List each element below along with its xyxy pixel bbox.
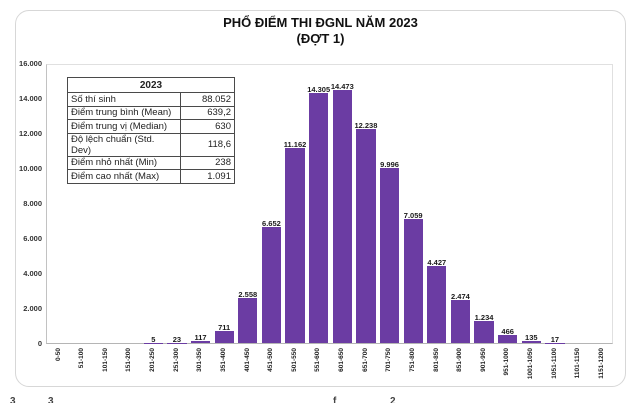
- histogram-bar: [474, 321, 494, 343]
- x-tick-label: 1101-1150: [574, 348, 582, 379]
- clipped-text-fragment: 2: [390, 396, 396, 403]
- chart-title-line2: (ĐỢT 1): [296, 31, 345, 46]
- y-tick-label: 8.000: [23, 199, 42, 208]
- histogram-bar: [214, 330, 234, 343]
- bar-value-label: 2.558: [238, 290, 258, 300]
- x-tick-label: 901-950: [479, 348, 487, 372]
- bar-value-label: 2.474: [451, 291, 470, 301]
- bar-value-label: 14.305: [307, 84, 331, 94]
- x-tick-label: 451-500: [267, 348, 275, 372]
- histogram-bar: [238, 298, 258, 343]
- chart-title-line1: PHỔ ĐIỂM THI ĐGNL NĂM 2023: [223, 15, 418, 30]
- x-tick-label: 401-450: [243, 348, 251, 372]
- bar-value-label: 9.996: [380, 160, 399, 170]
- page-title: PHỔ ĐIỂM THI ĐGNL NĂM 2023 (ĐỢT 1): [16, 15, 625, 47]
- histogram-bar: [332, 89, 352, 343]
- x-tick-label: 201-250: [149, 348, 156, 372]
- bar-value-label: 466: [501, 326, 514, 336]
- clipped-text-fragment: 3: [10, 396, 16, 403]
- x-tick-label: 701-750: [385, 348, 393, 372]
- histogram-bar: [521, 340, 541, 343]
- x-tick-label: 601-650: [338, 348, 345, 372]
- stats-table-row: Điểm trung bình (Mean) 639,2: [67, 105, 235, 120]
- bar-value-label: 14.473: [330, 81, 354, 91]
- x-tick-label: 501-550: [290, 348, 298, 372]
- y-tick-label: 14.000: [19, 94, 42, 103]
- stats-table-row: Độ lệch chuẩn (Std. Dev) 118,6: [67, 132, 235, 157]
- stat-value: 238: [180, 155, 235, 170]
- stat-value: 639,2: [180, 105, 235, 120]
- x-tick-label: 351-400: [219, 348, 227, 372]
- histogram-bar: [450, 299, 471, 343]
- x-tick-label: 1001-1050: [527, 348, 534, 380]
- histogram-bar: [427, 265, 447, 343]
- histogram-bar: [498, 334, 518, 343]
- clipped-text-fragment: f: [333, 396, 337, 403]
- histogram-bar: [261, 226, 282, 343]
- y-tick-label: 6.000: [23, 234, 42, 243]
- histogram-bar: [309, 92, 329, 343]
- stat-value: 630: [180, 119, 235, 134]
- bar-value-label: 135: [525, 332, 538, 342]
- bar-value-label: 711: [218, 322, 231, 332]
- x-tick-label: 51-100: [78, 348, 86, 369]
- stat-label: Điểm nhỏ nhất (Min): [67, 155, 181, 170]
- stat-label: Số thí sinh: [67, 92, 181, 107]
- chart-card: PHỔ ĐIỂM THI ĐGNL NĂM 2023 (ĐỢT 1) 0 2.00…: [15, 10, 626, 387]
- bar-value-label: 17: [550, 334, 560, 344]
- y-tick-label: 16.000: [19, 59, 42, 68]
- bar-value-label: 12.238: [354, 120, 378, 130]
- bar-value-label: 1.234: [474, 313, 494, 323]
- y-tick-label: 10.000: [19, 164, 42, 173]
- histogram-bar: [356, 128, 376, 343]
- x-tick-label: 651-700: [361, 348, 369, 372]
- histogram-bar: [190, 340, 211, 343]
- x-tick-label: 251-300: [172, 348, 180, 372]
- y-tick-label: 0: [37, 339, 42, 348]
- bar-value-label: 7.059: [403, 211, 423, 221]
- clipped-text-fragment: 3: [48, 396, 54, 403]
- bar-value-label: 5: [151, 334, 156, 344]
- stats-table-row: Điểm nhỏ nhất (Min) 238: [67, 155, 235, 170]
- stat-label: Điểm trung bình (Mean): [67, 105, 181, 120]
- x-tick-label: 751-800: [408, 348, 416, 372]
- bar-value-label: 23: [172, 334, 182, 344]
- stat-value: 88.052: [180, 92, 235, 107]
- x-tick-label: 1051-1100: [550, 348, 558, 379]
- x-tick-label: 301-350: [196, 348, 204, 372]
- stat-label: Điểm trung vị (Median): [67, 119, 181, 134]
- histogram-bar: [379, 168, 400, 343]
- x-tick-label: 801-850: [432, 348, 440, 372]
- stats-table-row: Số thí sinh 88.052: [67, 92, 235, 107]
- stat-label: Độ lệch chuẩn (Std. Dev): [67, 132, 181, 157]
- stats-table-header: 2023: [67, 77, 235, 93]
- x-tick-label: 951-1000: [503, 348, 511, 376]
- x-tick-label: 151-200: [125, 348, 133, 372]
- bar-value-label: 4.427: [427, 257, 447, 267]
- bar-value-label: 117: [194, 332, 207, 342]
- y-tick-label: 4.000: [23, 269, 42, 278]
- stats-table-row: Điểm cao nhất (Max) 1.091: [67, 169, 235, 184]
- stats-table-row: Điểm trung vị (Median) 630: [67, 119, 235, 134]
- stat-label: Điểm cao nhất (Max): [67, 169, 181, 184]
- histogram-bar: [403, 219, 423, 343]
- x-tick-label: 101-150: [101, 348, 109, 372]
- summary-statistics-table: 2023 Số thí sinh 88.052 Điểm trung bình (M…: [67, 77, 235, 184]
- x-tick-label: 0-50: [54, 348, 62, 362]
- x-tick-label: 1151-1200: [597, 348, 605, 379]
- histogram-bar: [285, 147, 305, 343]
- stat-value: 118,6: [180, 132, 235, 157]
- y-tick-label: 12.000: [19, 129, 42, 138]
- x-tick-label: 551-600: [314, 348, 322, 372]
- x-tick-label: 851-900: [456, 348, 464, 372]
- bar-value-label: 6.652: [262, 218, 281, 228]
- bar-value-label: 11.162: [283, 139, 307, 149]
- stat-value: 1.091: [180, 169, 235, 184]
- y-tick-label: 2.000: [23, 304, 42, 313]
